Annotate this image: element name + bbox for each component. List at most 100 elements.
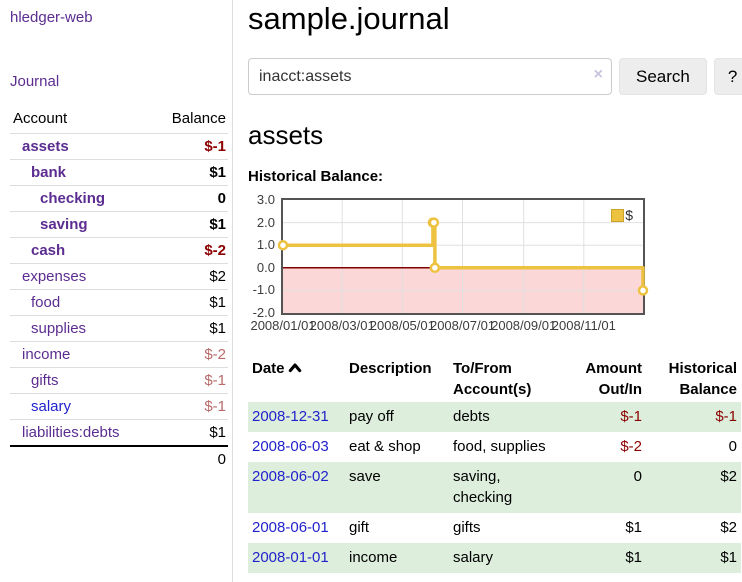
transaction-accounts: debts: [453, 408, 490, 425]
accounts-header-row: Account Balance: [10, 107, 228, 134]
transactions-header-row: Date Description To/From Account(s) Amou…: [248, 356, 741, 402]
account-balance: $-1: [152, 133, 228, 160]
brand-link[interactable]: hledger-web: [10, 9, 93, 26]
search-button[interactable]: Search: [619, 58, 707, 95]
search-input[interactable]: [248, 58, 612, 95]
column-header-description: Description: [349, 360, 432, 377]
account-link[interactable]: expenses: [22, 268, 87, 285]
transaction-date-link[interactable]: 2008-01-01: [252, 548, 329, 566]
transaction-description: save: [349, 467, 381, 485]
account-link[interactable]: supplies: [31, 320, 87, 337]
transaction-balance: $1: [720, 548, 737, 566]
x-tick-label: 2008/09/01: [491, 318, 557, 333]
transaction-amount: $-1: [620, 408, 642, 425]
transaction-date-link[interactable]: 2008-06-02: [252, 467, 329, 485]
column-header-date[interactable]: Date: [248, 356, 345, 402]
account-row: gifts $-1: [10, 367, 228, 394]
account-link[interactable]: bank: [31, 164, 67, 181]
y-tick-label: 3.0: [256, 192, 275, 207]
account-link[interactable]: salary: [31, 398, 72, 415]
x-tick-label: 2008/07/01: [429, 318, 496, 333]
sidebar: hledger-web Journal Account Balance asse…: [0, 0, 233, 582]
help-button[interactable]: ?: [713, 58, 742, 95]
account-link[interactable]: liabilities:debts: [22, 424, 120, 441]
transaction-amount: $-2: [620, 437, 642, 455]
search-box: ×: [248, 58, 612, 95]
account-link[interactable]: cash: [31, 242, 66, 259]
transaction-balance: 0: [728, 437, 737, 455]
account-balance: $1: [152, 315, 228, 342]
transaction-amount: $1: [625, 548, 642, 566]
transaction-balance: $2: [720, 519, 737, 536]
chart-title: Historical Balance:: [248, 168, 384, 185]
transaction-description: pay off: [349, 408, 394, 425]
transaction-row: 2008-06-02 save saving, checking 0 $2: [248, 461, 741, 513]
account-row: bank $1: [10, 159, 228, 186]
x-tick-label: 2008/03/01: [309, 318, 375, 333]
y-tick-label: 2.0: [256, 214, 275, 230]
transaction-row: 2008-06-03 eat & shop food, supplies $-2 0: [248, 432, 741, 462]
account-balance: $1: [152, 211, 228, 238]
transactions-table: Date Description To/From Account(s) Amou…: [248, 356, 741, 573]
clear-search-icon[interactable]: ×: [593, 66, 603, 83]
account-row: cash $-2: [10, 237, 228, 264]
transaction-description: eat & shop: [349, 437, 421, 455]
account-row: saving $1: [10, 211, 228, 238]
account-balance: 0: [152, 185, 228, 212]
transaction-balance: $2: [720, 467, 737, 485]
account-balance: $1: [152, 419, 228, 446]
account-row: expenses $2: [10, 263, 228, 290]
accounts-header-account: Account: [13, 110, 68, 127]
sidebar-item-journal[interactable]: Journal: [10, 73, 60, 90]
chart-x-axis: 2008/01/01 2008/03/01 2008/05/01 2008/07/01…: [250, 318, 742, 335]
x-tick-label: 2008/01/01: [250, 318, 316, 333]
account-link[interactable]: saving: [40, 216, 88, 233]
transaction-accounts: saving, checking: [453, 467, 513, 507]
y-tick-label: -2.0: [252, 305, 275, 320]
account-link[interactable]: food: [31, 294, 61, 311]
account-row: food $1: [10, 289, 228, 316]
main-content: sample.journal × Search ? assets Histori…: [233, 0, 742, 582]
transaction-date-link[interactable]: 2008-06-03: [252, 437, 329, 455]
x-tick-label: 2008/11/01: [551, 318, 616, 333]
chart-plot-area: $: [277, 198, 649, 315]
account-link[interactable]: checking: [40, 190, 106, 207]
transaction-amount: 0: [633, 467, 642, 485]
account-balance: $2: [152, 263, 228, 290]
account-link[interactable]: income: [22, 346, 71, 363]
legend-label: $: [625, 207, 633, 223]
accounts-header-balance: Balance: [171, 110, 226, 127]
account-row: income $-2: [10, 341, 228, 368]
transaction-date-link[interactable]: 2008-12-31: [252, 408, 329, 425]
legend-swatch-icon: [611, 208, 625, 222]
chart-y-axis: 3.0 2.0 1.0 0.0 -1.0 -2.0: [248, 192, 281, 320]
account-link[interactable]: gifts: [31, 372, 59, 389]
search-form: × Search ?: [248, 58, 742, 95]
transaction-accounts: gifts: [453, 519, 481, 536]
account-row: checking 0: [10, 185, 228, 212]
column-header-amount: Amount Out/In: [585, 360, 642, 398]
account-balance: $-2: [152, 237, 228, 264]
page-title: sample.journal: [248, 1, 450, 36]
sort-ascending-icon: [288, 363, 301, 373]
y-tick-label: 1.0: [256, 237, 275, 253]
transaction-date-link[interactable]: 2008-06-01: [252, 519, 329, 536]
y-tick-label: 0.0: [256, 259, 275, 275]
account-link[interactable]: assets: [22, 138, 69, 155]
account-balance: $-1: [152, 367, 228, 394]
x-tick-label: 2008/05/01: [369, 318, 435, 333]
transaction-balance: $-1: [715, 408, 737, 425]
transaction-accounts: salary: [453, 548, 494, 566]
account-heading: assets: [248, 120, 324, 150]
column-header-balance: Historical Balance: [668, 360, 737, 398]
account-balance: $-1: [152, 393, 228, 420]
account-balance: $1: [152, 159, 228, 186]
column-header-accounts: To/From Account(s): [453, 360, 532, 398]
accounts-total-row: 0: [10, 445, 228, 472]
account-balance: $-2: [152, 341, 228, 368]
transaction-row: 2008-12-31 pay off debts $-1 $-1: [248, 402, 741, 432]
account-row: liabilities:debts $1: [10, 419, 228, 446]
transaction-accounts: food, supplies: [453, 437, 546, 455]
accounts-total-value: 0: [152, 445, 228, 472]
